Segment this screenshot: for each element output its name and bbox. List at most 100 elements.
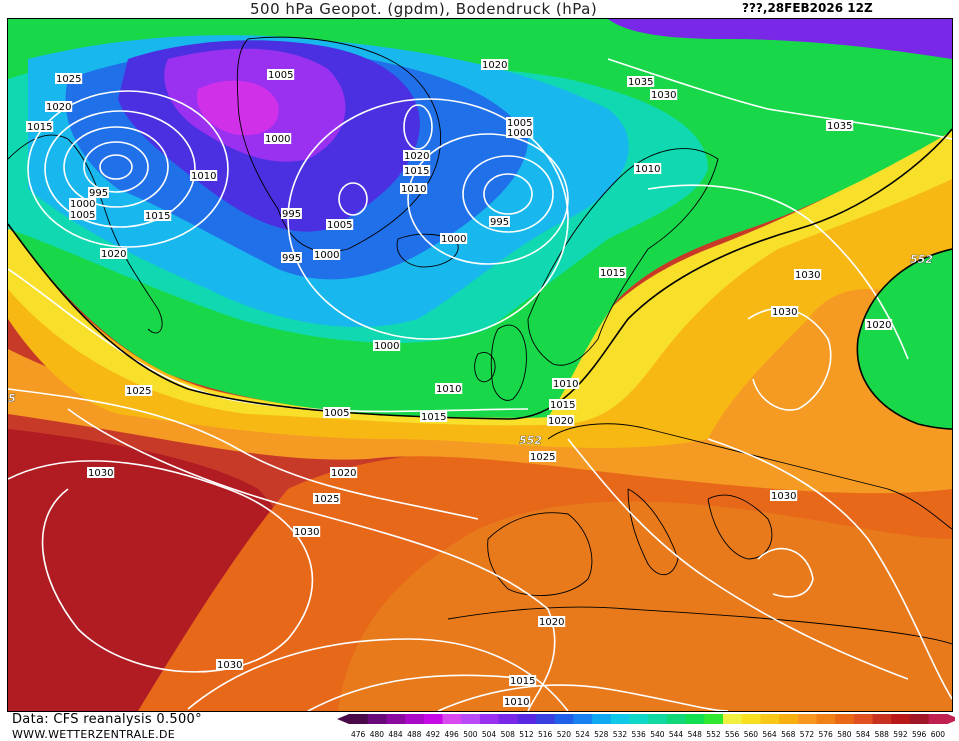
isobar-label: 1000 — [265, 134, 290, 145]
legend-swatch — [517, 714, 537, 724]
legend-tick-label: 584 — [856, 730, 871, 739]
legend-tick-label: 588 — [875, 730, 890, 739]
isobar-label-bg — [373, 340, 401, 351]
isobar-label-bg — [267, 69, 295, 80]
isobar-label-bg — [794, 269, 822, 280]
legend-tick-label: 576 — [819, 730, 834, 739]
isobar-label: 995 — [282, 253, 301, 264]
isobar-label-bg — [627, 76, 655, 87]
isobar-label: 1000 — [70, 199, 95, 210]
isobar-label-bg — [771, 306, 799, 317]
isobar-label: 1000 — [374, 341, 399, 352]
legend-tick-label: 528 — [594, 730, 609, 739]
isobar-label: 1020 — [46, 102, 71, 113]
isobar-label-bg — [323, 407, 351, 418]
legend-tick-label: 492 — [426, 730, 441, 739]
scandinavia-coast — [527, 148, 719, 366]
legend-swatch — [479, 714, 500, 724]
geopotential-label: 552 — [910, 253, 933, 266]
isobar-label: 1005 — [327, 220, 352, 231]
isobar-label-bg — [216, 659, 244, 670]
color-legend: 476 480 484 488 492 496 500 504 508 512 516 520 524 5… — [337, 714, 955, 739]
isobar-label-bg — [26, 121, 54, 132]
greenland-coast — [236, 36, 441, 253]
isobar-label-bg — [403, 165, 431, 176]
legend-tick-label: 532 — [613, 730, 628, 739]
legend-tick-label: 488 — [407, 730, 422, 739]
legend-tick-label: 516 — [538, 730, 553, 739]
isobar-label-bg — [538, 616, 566, 627]
header: 500 hPa Geopot. (gpdm), Bodendruck (hPa)… — [0, 0, 959, 18]
isobar-label-bg — [293, 526, 321, 537]
isobars — [8, 58, 952, 711]
isobar-label-bg — [281, 208, 302, 219]
legend-swatch — [835, 714, 855, 724]
isobar-label-bg — [506, 117, 534, 128]
legend-tick-label: 572 — [800, 730, 815, 739]
isobar-labels: 1025102010159951000100510201005100010101… — [8, 59, 933, 708]
isobar-label: 1005 — [324, 408, 349, 419]
color-field-548-east — [857, 249, 952, 429]
legend-swatch — [666, 714, 687, 724]
isobar-label: 1035 — [628, 77, 653, 88]
legend-swatch — [910, 714, 930, 724]
isobar-label: 1010 — [635, 164, 660, 175]
isobar-label: 1015 — [27, 122, 52, 133]
isobar-label: 1015 — [145, 211, 170, 222]
isobar-label-bg — [826, 120, 854, 131]
isobar-label-bg — [330, 467, 358, 478]
legend-swatch — [928, 714, 948, 724]
isobar-label: 1030 — [217, 660, 242, 671]
isobar-label: 1030 — [88, 468, 113, 479]
isobar-label-bg — [403, 150, 431, 161]
legend-swatch — [685, 714, 705, 724]
isobar-label-bg — [144, 210, 172, 221]
isobar-label: 1030 — [795, 270, 820, 281]
isobar-label-bg — [509, 675, 537, 686]
color-field-north-purple — [608, 19, 952, 59]
isobar-label: 1010 — [191, 171, 216, 182]
coastlines — [8, 36, 952, 645]
isobar-label-bg — [552, 378, 580, 389]
iceland-coast — [396, 233, 459, 268]
isobar-label-bg — [440, 233, 468, 244]
legend-swatch — [853, 714, 874, 724]
color-field-488 — [197, 80, 279, 136]
legend-swatch — [816, 714, 836, 724]
legend-tick-label: 580 — [837, 730, 852, 739]
isobar-label-bg — [313, 249, 341, 260]
legend-swatch — [405, 714, 425, 724]
isobar-label: 1010 — [504, 697, 529, 708]
isobar-label-bg — [865, 319, 893, 330]
legend-swatch — [423, 714, 443, 724]
legend-swatch — [498, 714, 518, 724]
legend-tick-label: 568 — [781, 730, 796, 739]
legend-swatch — [610, 714, 630, 724]
legend-swatch — [723, 714, 743, 724]
isobar-label-bg — [313, 493, 341, 504]
isobar-label: 1015 — [510, 676, 535, 687]
isobar-label-bg — [100, 248, 128, 259]
isobar-label: 1005 — [70, 210, 95, 221]
run-timestamp: ???,28FEB2026 12Z — [742, 1, 873, 15]
legend-swatch — [367, 714, 387, 724]
isobar-label-bg — [547, 415, 575, 426]
weather-map: 1025 1020 1015 995 1000 1005 1020 1005 1000 1010 1… — [7, 18, 953, 712]
map-canvas: 1025102010159951000100510201005100010101… — [8, 19, 952, 711]
legend-tick-label: 512 — [519, 730, 534, 739]
isobar-label-bg — [400, 183, 428, 194]
isobar-label: 1020 — [404, 151, 429, 162]
isobar-label: 1010 — [553, 379, 578, 390]
isobar-label-bg — [529, 451, 557, 462]
color-field-564 — [8, 134, 952, 448]
isobar-label-bg — [326, 219, 354, 230]
isobar-label: 1025 — [56, 74, 81, 85]
legend-tick-label: 524 — [575, 730, 590, 739]
isobar-label: 1020 — [539, 617, 564, 628]
isobar-label: 1030 — [651, 90, 676, 101]
data-source: Data: CFS reanalysis 0.500° — [12, 712, 202, 727]
isobar-label: 1000 — [441, 234, 466, 245]
isobar-label: 1015 — [550, 400, 575, 411]
isobar-label-bg — [190, 170, 218, 181]
isobar-label: 1025 — [314, 494, 339, 505]
